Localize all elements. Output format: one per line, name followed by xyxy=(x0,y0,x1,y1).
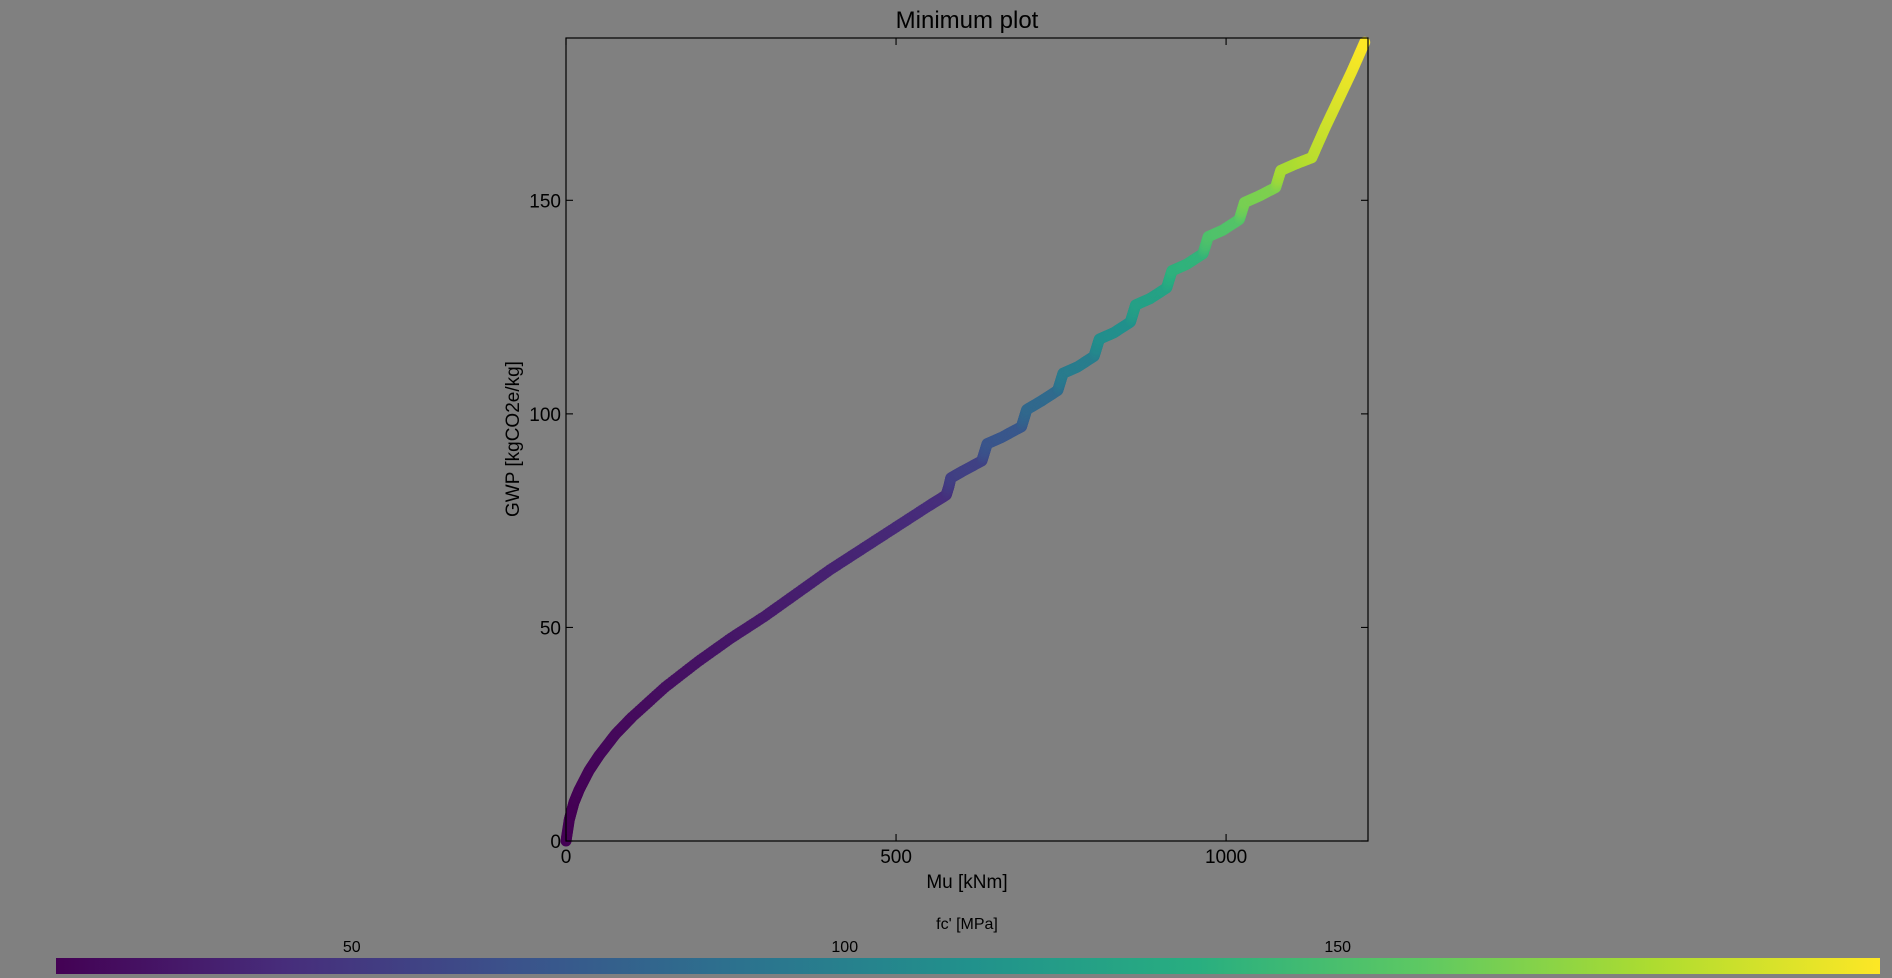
colorbar-tick-label: 100 xyxy=(831,939,858,956)
y-tick-label: 50 xyxy=(540,618,561,639)
x-tick-label: 0 xyxy=(561,847,572,868)
y-tick-label: 150 xyxy=(529,191,561,212)
x-tick-label: 1000 xyxy=(1205,847,1247,868)
y-axis-label: GWP [kgCO2e/kg] xyxy=(503,361,524,517)
x-tick-label: 500 xyxy=(880,847,912,868)
plot-frame xyxy=(565,37,1369,842)
x-axis: 0 500 1000 xyxy=(561,38,1247,868)
colorbar-gradient xyxy=(56,958,1880,974)
y-axis: 0 50 100 150 xyxy=(529,191,1368,853)
x-axis-label: Mu [kNm] xyxy=(926,872,1007,893)
chart-title: Minimum plot xyxy=(896,7,1039,34)
colorbar: fc' [MPa] 50 100 150 xyxy=(56,916,1880,974)
y-tick-label: 100 xyxy=(529,405,561,426)
colorbar-ticks: 50 100 150 xyxy=(343,939,1351,956)
colorbar-label: fc' [MPa] xyxy=(936,916,998,933)
colorbar-tick-label: 150 xyxy=(1324,939,1351,956)
series-layer xyxy=(560,36,1371,847)
colorbar-tick-label: 50 xyxy=(343,939,361,956)
y-tick-label: 0 xyxy=(550,832,561,853)
